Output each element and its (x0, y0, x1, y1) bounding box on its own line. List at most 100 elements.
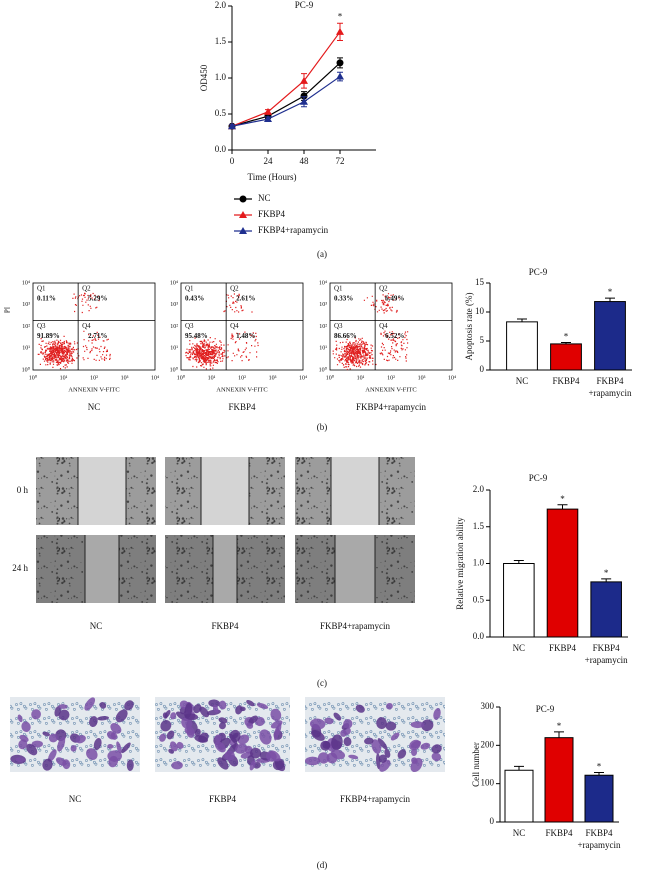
stained-cell (330, 749, 346, 760)
stained-cell (324, 717, 334, 725)
stained-cell (340, 729, 347, 737)
significance: * (560, 494, 565, 504)
stained-cell (181, 717, 193, 729)
stained-cell (246, 699, 255, 707)
quadrant-percentage: 6.49% (385, 295, 404, 303)
y-tick-label: 10³ (22, 302, 30, 308)
panel-label: (c) (317, 678, 327, 688)
stained-cell (48, 733, 58, 743)
x-tick-label: FKBP4 +rapamycin (577, 828, 621, 850)
y-tick-label: 1.5 (215, 36, 227, 46)
wound-gap (213, 535, 237, 603)
x-tick-label: 10¹ (60, 375, 68, 381)
bar (503, 563, 535, 638)
y-tick-label: 0 (480, 364, 485, 374)
significance: * (564, 332, 569, 342)
quadrant-name: Q4 (230, 322, 239, 330)
stained-cell (171, 761, 183, 770)
stained-cell (107, 744, 114, 749)
stained-cell (431, 752, 442, 762)
stained-cell (259, 729, 272, 745)
y-tick-label: 100 (481, 778, 495, 788)
stained-cell (184, 702, 193, 718)
y-tick-label: 2.0 (215, 0, 227, 10)
stained-cell (184, 727, 194, 736)
stained-cell (420, 742, 431, 750)
stained-cell (107, 731, 116, 740)
point (300, 76, 308, 84)
stained-cell (31, 709, 41, 720)
y-tick-label: 10³ (319, 302, 327, 308)
y-axis-label: Apoptosis rate (%) (464, 293, 474, 361)
stained-cell (121, 742, 131, 754)
bar (550, 343, 582, 371)
image-caption: FKBP4+rapamycin (340, 794, 411, 804)
stained-cell (86, 748, 98, 760)
y-axis-label: OD450 (199, 64, 209, 91)
quadrant-name: Q1 (37, 285, 46, 293)
point (336, 72, 344, 80)
x-tick-label: NC (513, 643, 526, 653)
stained-cell (97, 716, 110, 721)
y-tick-label: 1.0 (473, 558, 485, 568)
stained-cell (273, 726, 280, 741)
x-tick-label: NC (516, 376, 529, 386)
bar (590, 581, 622, 638)
y-tick-label: 10² (319, 324, 327, 330)
stained-cell (21, 721, 31, 732)
panel-label: (a) (317, 249, 327, 259)
x-tick-label: 10² (90, 375, 98, 381)
y-tick-label: 0.0 (215, 144, 227, 154)
plot-caption: NC (88, 402, 101, 412)
stained-cell (355, 704, 365, 713)
y-tick-label: 15 (475, 277, 485, 287)
y-axis-label: Relative migration ability (455, 517, 465, 610)
x-tick-label: NC (513, 828, 526, 838)
x-tick-label: 10⁴ (151, 375, 159, 381)
x-axis-label: Time (Hours) (248, 172, 297, 182)
chart-title: PC-9 (295, 0, 314, 10)
quadrant-name: Q3 (37, 322, 46, 330)
stained-cell (343, 737, 352, 747)
y-tick-label: 2.0 (473, 484, 485, 494)
y-tick-label: 10¹ (22, 346, 30, 352)
stained-cell (364, 737, 374, 745)
stained-cell (58, 709, 70, 721)
stained-cell (343, 719, 353, 729)
series-line (231, 31, 341, 127)
x-axis-label: ANNEXIN V-FITC (68, 386, 119, 393)
x-tick-label: FKBP4 (549, 643, 577, 653)
stained-cell (194, 728, 201, 737)
series-line (231, 62, 341, 127)
image-caption: FKBP4 (209, 794, 237, 804)
stained-cell (70, 745, 77, 752)
x-tick-label: 10⁴ (448, 375, 456, 381)
quadrant-percentage: 6.52% (385, 332, 404, 340)
stained-cell (384, 748, 391, 758)
stained-cell (235, 743, 248, 754)
stained-cell (89, 716, 98, 728)
legend-label: NC (258, 193, 271, 203)
stained-cell (371, 739, 382, 754)
error-bar (514, 765, 524, 771)
quadrant-name: Q2 (82, 285, 91, 293)
stained-cell (275, 760, 286, 772)
stained-cell (249, 760, 256, 771)
quadrant-name: Q4 (82, 322, 91, 330)
plot-caption: FKBP4 (228, 402, 256, 412)
y-tick-label: 0.0 (473, 631, 485, 641)
stained-cell (270, 720, 283, 729)
x-tick-label: FKBP4 (545, 828, 573, 838)
x-tick-label: FKBP4 (552, 376, 580, 386)
y-tick-label: 10⁰ (22, 366, 31, 373)
y-tick-label: 10⁴ (22, 280, 30, 286)
stained-cell (317, 752, 330, 764)
stained-cell (214, 734, 222, 742)
quadrant-percentage: 5.29% (88, 295, 107, 303)
wound-gap (85, 535, 119, 603)
stained-cell (390, 732, 400, 741)
quadrant-percentage: 1.48% (236, 332, 255, 340)
image-caption: NC (90, 621, 103, 631)
stained-cell (224, 750, 235, 761)
